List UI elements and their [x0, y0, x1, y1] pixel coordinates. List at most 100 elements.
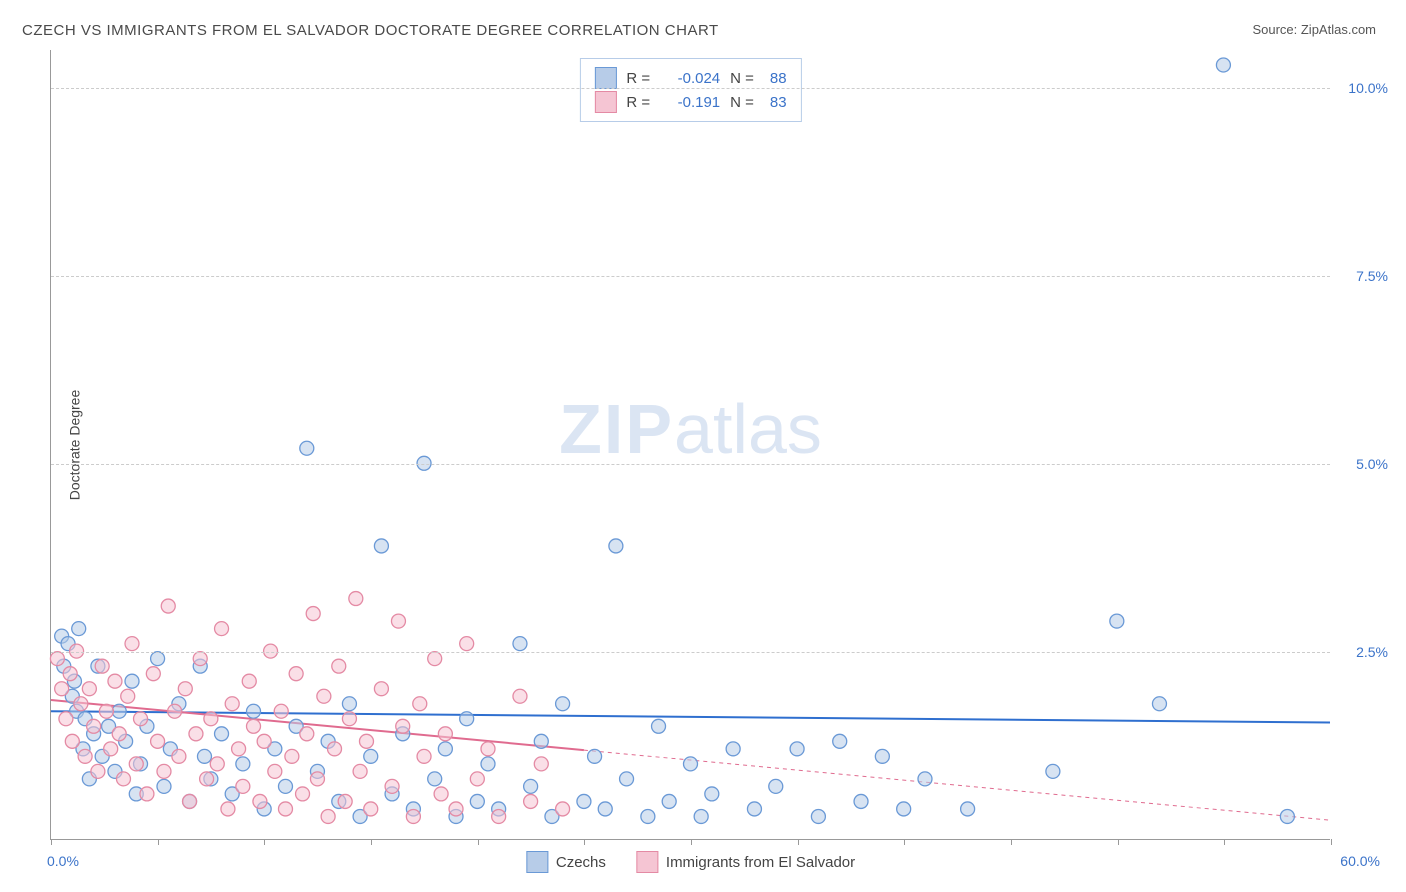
scatter-point: [769, 779, 783, 793]
gridline-h: [51, 652, 1330, 653]
scatter-point: [1110, 614, 1124, 628]
scatter-point: [285, 749, 299, 763]
scatter-point: [236, 757, 250, 771]
scatter-point: [694, 809, 708, 823]
scatter-point: [99, 704, 113, 718]
scatter-point: [268, 764, 282, 778]
scatter-point: [811, 809, 825, 823]
legend-item-series2: Immigrants from El Salvador: [636, 851, 855, 873]
scatter-point: [1216, 58, 1230, 72]
gridline-h: [51, 88, 1330, 89]
x-tick: [478, 839, 479, 845]
scatter-point: [112, 727, 126, 741]
scatter-point: [134, 712, 148, 726]
scatter-point: [112, 704, 126, 718]
x-tick: [1118, 839, 1119, 845]
scatter-point: [300, 441, 314, 455]
scatter-point: [55, 682, 69, 696]
x-axis-start-label: 0.0%: [47, 853, 79, 869]
scatter-point: [438, 742, 452, 756]
legend-swatch-series1: [526, 851, 548, 873]
scatter-point: [854, 794, 868, 808]
scatter-point: [1046, 764, 1060, 778]
scatter-point: [417, 749, 431, 763]
swatch-series2: [594, 91, 616, 113]
legend-label-series1: Czechs: [556, 854, 606, 871]
scatter-point: [82, 682, 96, 696]
scatter-point: [72, 622, 86, 636]
scatter-point: [790, 742, 804, 756]
scatter-point: [278, 802, 292, 816]
scatter-point: [449, 802, 463, 816]
scatter-point: [193, 652, 207, 666]
scatter-point: [225, 697, 239, 711]
scatter-point: [300, 727, 314, 741]
scatter-point: [833, 734, 847, 748]
scatter-point: [328, 742, 342, 756]
scatter-point: [247, 719, 261, 733]
x-tick: [798, 839, 799, 845]
scatter-point: [232, 742, 246, 756]
scatter-point: [918, 772, 932, 786]
scatter-point: [125, 637, 139, 651]
scatter-point: [296, 787, 310, 801]
scatter-point: [406, 809, 420, 823]
scatter-point: [577, 794, 591, 808]
scatter-point: [470, 794, 484, 808]
legend-swatch-series2: [636, 851, 658, 873]
scatter-point: [125, 674, 139, 688]
scatter-point: [317, 689, 331, 703]
scatter-point: [460, 637, 474, 651]
stats-panel: R = -0.024 N = 88 R = -0.191 N = 83: [579, 58, 801, 122]
scatter-point: [108, 674, 122, 688]
scatter-point: [50, 652, 64, 666]
chart-title: CZECH VS IMMIGRANTS FROM EL SALVADOR DOC…: [22, 22, 719, 39]
scatter-point: [197, 749, 211, 763]
scatter-point: [364, 749, 378, 763]
scatter-point: [91, 764, 105, 778]
scatter-point: [374, 539, 388, 553]
scatter-point: [961, 802, 975, 816]
scatter-point: [157, 764, 171, 778]
scatter-point: [609, 539, 623, 553]
scatter-point: [598, 802, 612, 816]
scatter-point: [359, 734, 373, 748]
scatter-point: [242, 674, 256, 688]
x-tick: [1224, 839, 1225, 845]
scatter-point: [178, 682, 192, 696]
scatter-point: [747, 802, 761, 816]
x-tick: [691, 839, 692, 845]
scatter-point: [481, 742, 495, 756]
gridline-h: [51, 276, 1330, 277]
scatter-point: [183, 794, 197, 808]
scatter-point: [151, 652, 165, 666]
x-tick: [371, 839, 372, 845]
scatter-point: [413, 697, 427, 711]
scatter-point: [189, 727, 203, 741]
scatter-point: [151, 734, 165, 748]
scatter-point: [338, 794, 352, 808]
legend-label-series2: Immigrants from El Salvador: [666, 854, 855, 871]
legend-item-series1: Czechs: [526, 851, 606, 873]
scatter-point: [95, 659, 109, 673]
scatter-point: [620, 772, 634, 786]
r-value-series1: -0.024: [664, 70, 720, 87]
scatter-point: [428, 772, 442, 786]
n-label: N =: [730, 70, 754, 87]
plot-area: ZIPatlas Doctorate Degree R = -0.024 N =…: [50, 50, 1330, 840]
scatter-point: [460, 712, 474, 726]
scatter-point: [481, 757, 495, 771]
scatter-point: [534, 734, 548, 748]
stats-row-series1: R = -0.024 N = 88: [594, 67, 786, 89]
x-tick: [51, 839, 52, 845]
scatter-point: [172, 749, 186, 763]
scatter-point: [588, 749, 602, 763]
scatter-point: [215, 727, 229, 741]
scatter-point: [342, 697, 356, 711]
scatter-point: [374, 682, 388, 696]
scatter-point: [875, 749, 889, 763]
scatter-point: [168, 704, 182, 718]
scatter-point: [200, 772, 214, 786]
scatter-point: [492, 809, 506, 823]
y-tick-label: 5.0%: [1356, 456, 1388, 472]
